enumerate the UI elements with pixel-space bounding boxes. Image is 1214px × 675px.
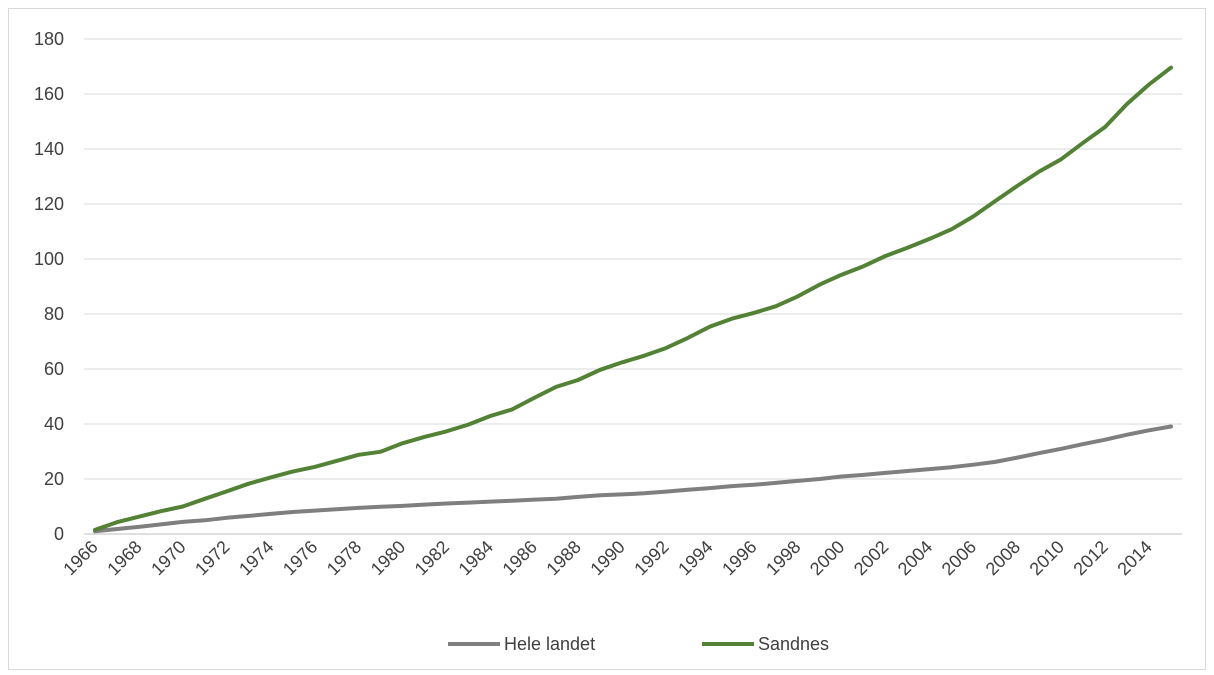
series-line-sandnes: [93, 65, 1173, 532]
x-tick-label: 2010: [1026, 537, 1068, 579]
x-tick-label: 1992: [630, 537, 672, 579]
chart-frame: [8, 8, 1206, 670]
y-tick-label: 160: [34, 84, 64, 104]
y-axis-ticks: 0 20 40 60 80 100 120 140 160 180: [34, 29, 64, 544]
x-tick-label: 1970: [147, 537, 189, 579]
x-tick-label: 2002: [850, 537, 892, 579]
legend: Hele landet Sandnes: [448, 634, 829, 654]
y-tick-label: 20: [44, 469, 64, 489]
x-tick-label: 1966: [59, 537, 101, 579]
x-tick-label: 2014: [1113, 537, 1155, 579]
x-tick-label: 1974: [235, 537, 277, 579]
x-tick-label: 2008: [982, 537, 1024, 579]
x-tick-label: 2006: [938, 537, 980, 579]
x-tick-label: 1976: [279, 537, 321, 579]
gridlines: [84, 38, 1182, 480]
series-line-hele-landet: [93, 424, 1173, 534]
x-tick-label: 1994: [674, 537, 716, 579]
legend-label-hele-landet: Hele landet: [504, 634, 595, 654]
legend-label-sandnes: Sandnes: [758, 634, 829, 654]
x-tick-label: 1978: [323, 537, 365, 579]
x-tick-label: 1996: [718, 537, 760, 579]
x-tick-label: 2004: [894, 537, 936, 579]
x-tick-label: 1968: [103, 537, 145, 579]
y-tick-label: 100: [34, 249, 64, 269]
x-tick-label: 1998: [762, 537, 804, 579]
x-tick-label: 1982: [411, 537, 453, 579]
y-tick-label: 180: [34, 29, 64, 49]
x-tick-label: 1986: [499, 537, 541, 579]
y-tick-label: 140: [34, 139, 64, 159]
x-tick-label: 1990: [586, 537, 628, 579]
y-tick-label: 120: [34, 194, 64, 214]
y-tick-label: 0: [54, 524, 64, 544]
series-lines: [93, 65, 1173, 534]
x-tick-label: 1984: [455, 537, 497, 579]
y-tick-label: 40: [44, 414, 64, 434]
y-tick-label: 80: [44, 304, 64, 324]
x-tick-label: 1988: [542, 537, 584, 579]
x-tick-label: 2000: [806, 537, 848, 579]
x-tick-label: 1980: [367, 537, 409, 579]
y-tick-label: 60: [44, 359, 64, 379]
x-tick-label: 2012: [1070, 537, 1112, 579]
x-axis-ticks: 1966 1968 1970 1972 1974 1976 1978 1980 1982 1984…: [59, 537, 1156, 579]
x-tick-label: 1972: [191, 537, 233, 579]
